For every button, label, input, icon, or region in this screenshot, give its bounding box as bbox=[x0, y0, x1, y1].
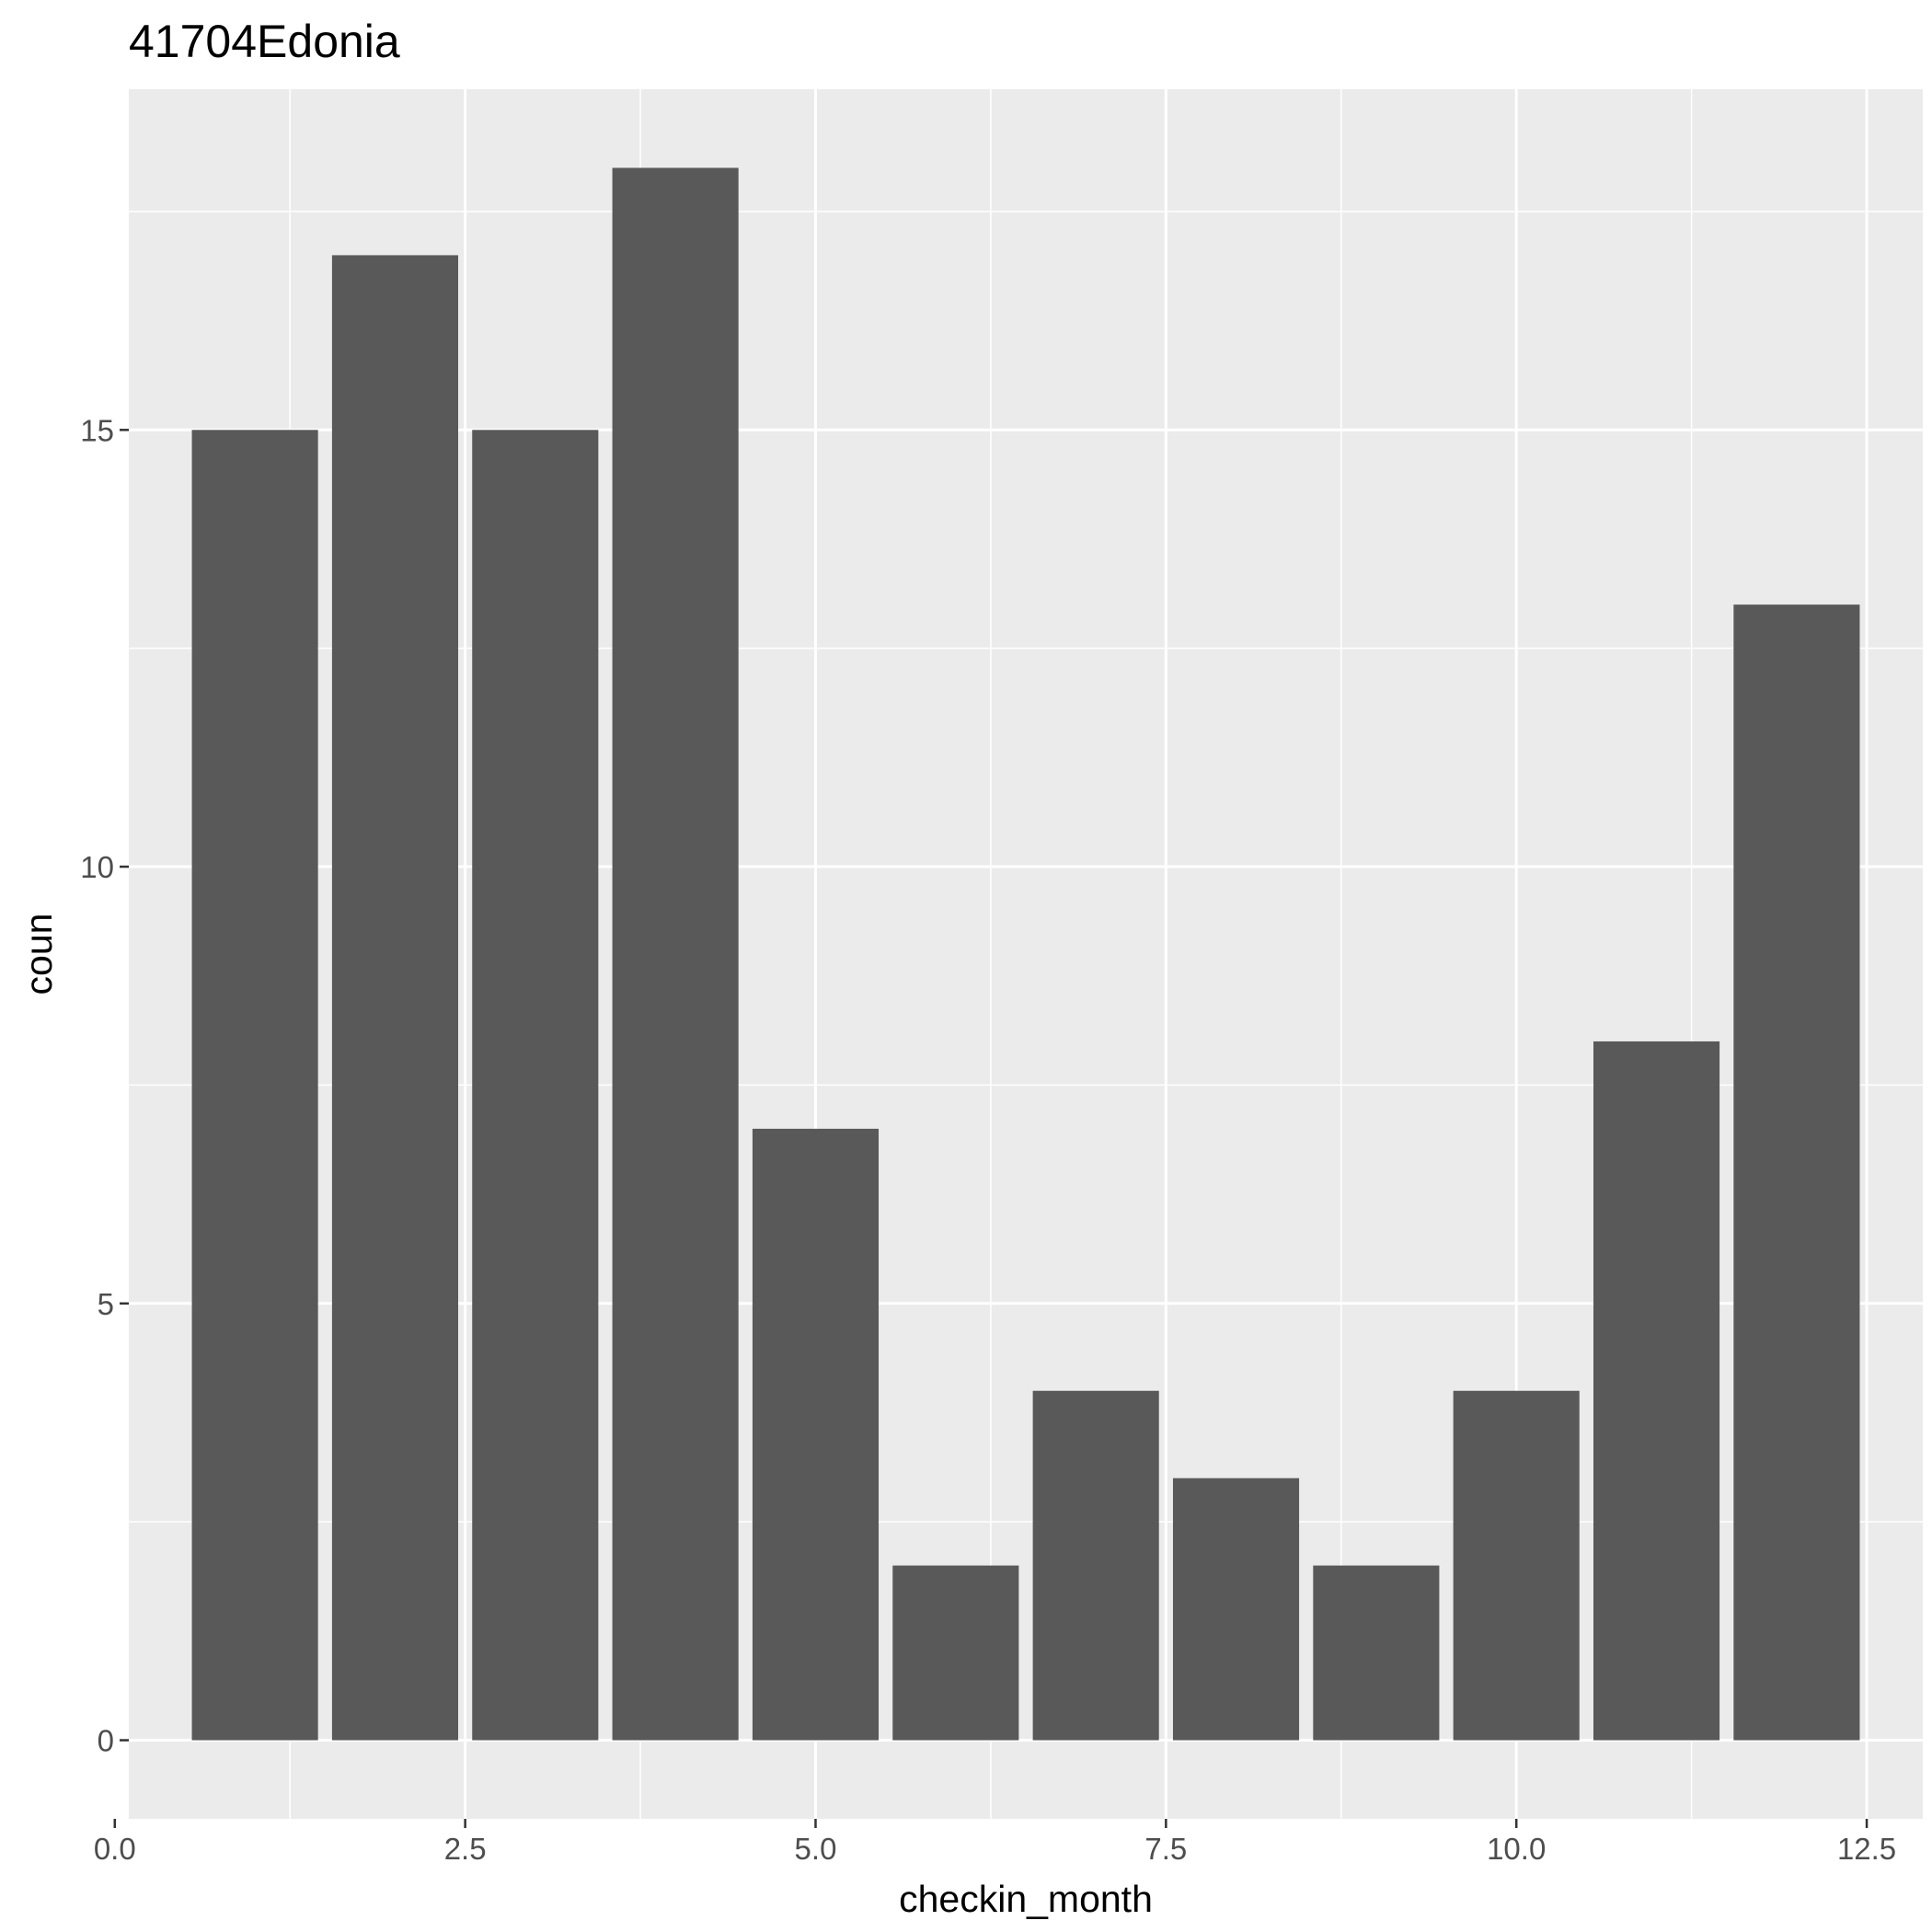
bar-month-8 bbox=[1172, 1478, 1300, 1741]
x-tick-label: 5.0 bbox=[795, 1832, 837, 1866]
bar-month-5 bbox=[752, 1128, 880, 1741]
y-tick-label: 15 bbox=[80, 413, 114, 447]
axis-ticks bbox=[113, 429, 1869, 1828]
y-tick-label: 0 bbox=[98, 1724, 114, 1758]
bar-month-12 bbox=[1733, 604, 1860, 1741]
x-tick-label: 7.5 bbox=[1144, 1832, 1187, 1866]
x-tick-label: 2.5 bbox=[444, 1832, 487, 1866]
bar-month-11 bbox=[1593, 1041, 1720, 1741]
axis-tick-labels: 0.0 2.5 5.0 7.5 10.0 12.5 0 5 10 15 bbox=[80, 413, 1896, 1866]
bar-month-7 bbox=[1032, 1390, 1159, 1741]
bar-month-1 bbox=[191, 430, 318, 1741]
bar-month-2 bbox=[331, 255, 459, 1741]
bar-month-6 bbox=[892, 1565, 1019, 1741]
y-tick-label: 5 bbox=[98, 1287, 114, 1321]
bar-month-4 bbox=[612, 167, 739, 1741]
bar-month-9 bbox=[1313, 1565, 1440, 1741]
chart-title: 41704Edonia bbox=[129, 16, 400, 67]
x-tick-label: 12.5 bbox=[1837, 1832, 1896, 1866]
y-tick-label: 10 bbox=[80, 850, 114, 884]
bar-month-3 bbox=[472, 430, 599, 1741]
bar-month-10 bbox=[1453, 1390, 1580, 1741]
x-axis-title: checkin_month bbox=[899, 1878, 1153, 1920]
bars bbox=[191, 167, 1860, 1741]
y-axis-title: coun bbox=[17, 914, 60, 995]
x-tick-label: 10.0 bbox=[1487, 1832, 1546, 1866]
x-tick-label: 0.0 bbox=[94, 1832, 136, 1866]
